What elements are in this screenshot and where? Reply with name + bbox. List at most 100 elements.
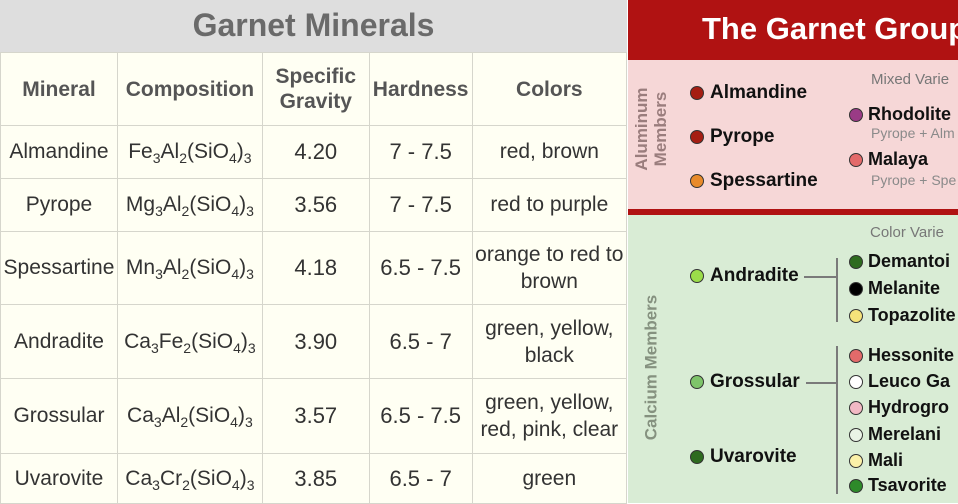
color-dot-icon bbox=[849, 152, 863, 167]
variety-subtext: Pyrope + Alm bbox=[871, 125, 955, 141]
color-dot-icon bbox=[849, 308, 863, 323]
color-dot-icon bbox=[849, 453, 863, 468]
variety-mali: Mali bbox=[849, 450, 903, 471]
table-row: Pyrope Mg3Al2(SiO4)3 3.56 7 - 7.5 red to… bbox=[0, 178, 628, 232]
formula-part: Ca bbox=[124, 329, 151, 353]
formula-part: Fe bbox=[128, 140, 153, 163]
variety-name: Hessonite bbox=[868, 345, 955, 365]
formula-subscript: 4 bbox=[231, 476, 240, 493]
formula-part: (SiO bbox=[189, 256, 232, 279]
member-name: Uvarovite bbox=[710, 446, 797, 467]
cell-composition: Mn3Al2(SiO4)3 bbox=[116, 231, 263, 305]
formula-part: Fe bbox=[158, 329, 184, 353]
cell-colors: green, yellow, red, pink, clear bbox=[471, 378, 628, 454]
table-row: Almandine Fe3Al2(SiO4)3 4.20 7 - 7.5 red… bbox=[0, 125, 628, 179]
cell-specific-gravity: 3.57 bbox=[261, 378, 370, 454]
calcium-members-label: Calcium Members bbox=[641, 294, 661, 441]
cell-mineral: Spessartine bbox=[0, 231, 118, 305]
formula-part: Al bbox=[162, 256, 182, 279]
colors-line2: brown bbox=[520, 270, 578, 293]
color-dot-icon bbox=[849, 107, 863, 122]
color-dot-icon bbox=[690, 269, 704, 283]
header-colors: Colors bbox=[471, 52, 628, 126]
formula-part: ) bbox=[237, 404, 245, 427]
cell-colors: red to purple bbox=[471, 178, 628, 232]
mixed-varieties-caption: Mixed Varie bbox=[871, 71, 950, 88]
formula-part: Al bbox=[161, 404, 181, 427]
cell-hardness: 6.5 - 7.5 bbox=[368, 378, 473, 454]
variety-malaya: Malaya bbox=[849, 149, 928, 170]
formula-part: ) bbox=[239, 466, 247, 490]
table-row: Grossular Ca3Al2(SiO4)3 3.57 6.5 - 7.5 g… bbox=[0, 378, 628, 454]
variety-name: Topazolite bbox=[868, 305, 956, 325]
cell-composition: Mg3Al2(SiO4)3 bbox=[116, 178, 263, 232]
cell-hardness: 7 - 7.5 bbox=[368, 125, 473, 179]
formula-subscript: 3 bbox=[155, 203, 163, 219]
member-andradite: Andradite bbox=[690, 265, 799, 287]
variety-name: Demantoi bbox=[868, 251, 951, 271]
formula-part: ) bbox=[240, 329, 248, 353]
variety-name: Merelani bbox=[868, 424, 942, 444]
cell-specific-gravity: 3.56 bbox=[261, 178, 370, 232]
formula-subscript: 2 bbox=[183, 339, 192, 356]
variety-name: Rhodolite bbox=[868, 104, 951, 124]
aluminum-label-line1: Aluminum bbox=[632, 87, 651, 171]
cell-mineral: Uvarovite bbox=[0, 453, 118, 504]
colors-line1: orange to red to bbox=[475, 243, 624, 266]
cell-hardness: 6.5 - 7 bbox=[368, 304, 473, 379]
formula-part: Mn bbox=[125, 256, 156, 279]
member-spessartine: Spessartine bbox=[690, 170, 818, 192]
formula-part: Ca bbox=[125, 466, 153, 490]
cell-specific-gravity: 3.90 bbox=[261, 304, 370, 379]
colors-line1: green, yellow, bbox=[485, 316, 614, 340]
color-dot-icon bbox=[690, 174, 704, 188]
formula-subscript: 4 bbox=[231, 203, 240, 219]
formula-part: ) bbox=[239, 256, 247, 279]
color-dot-icon bbox=[690, 86, 704, 100]
cell-composition: Ca3Al2(SiO4)3 bbox=[116, 378, 263, 454]
color-dot-icon bbox=[849, 374, 863, 389]
formula-subscript: 3 bbox=[152, 150, 161, 166]
color-dot-icon bbox=[690, 375, 704, 389]
variety-tsavorite: Tsavorite bbox=[849, 475, 947, 496]
formula-subscript: 4 bbox=[233, 339, 241, 356]
cell-composition: Fe3Al2(SiO4)3 bbox=[116, 125, 263, 179]
header-composition: Composition bbox=[116, 52, 263, 126]
cell-colors: red, brown bbox=[471, 125, 628, 179]
cell-specific-gravity: 3.85 bbox=[261, 453, 370, 504]
color-varieties-caption: Color Varie bbox=[870, 224, 944, 241]
formula-part: Cr bbox=[159, 466, 183, 490]
table-row: Spessartine Mn3Al2(SiO4)3 4.18 6.5 - 7.5… bbox=[0, 231, 628, 305]
garnet-group-title: The Garnet Group bbox=[628, 0, 958, 60]
variety-name: Leuco Ga bbox=[868, 371, 951, 391]
color-dot-icon bbox=[849, 400, 863, 415]
formula-subscript: 2 bbox=[182, 476, 190, 493]
formula-subscript: 2 bbox=[181, 266, 190, 282]
variety-hydrogrossular: Hydrogro bbox=[849, 397, 949, 418]
variety-hessonite: Hessonite bbox=[849, 345, 954, 366]
header-specific-gravity: Specific Gravity bbox=[261, 52, 370, 126]
header-hardness: Hardness bbox=[368, 52, 473, 126]
cell-colors: green, yellow, black bbox=[471, 304, 628, 379]
header-sg-line1: Specific bbox=[275, 65, 357, 88]
member-uvarovite: Uvarovite bbox=[690, 446, 797, 468]
section-divider bbox=[628, 209, 958, 215]
calcium-section bbox=[628, 215, 958, 503]
colors-line2: red, pink, clear bbox=[480, 418, 619, 441]
formula-subscript: 4 bbox=[231, 266, 240, 282]
color-dot-icon bbox=[849, 348, 863, 363]
cell-composition: Ca3Cr2(SiO4)3 bbox=[116, 453, 263, 504]
formula-subscript: 4 bbox=[229, 150, 237, 166]
variety-melanite: Melanite bbox=[849, 278, 940, 299]
cell-mineral: Pyrope bbox=[0, 178, 118, 232]
cell-hardness: 6.5 - 7 bbox=[368, 453, 473, 504]
cell-specific-gravity: 4.20 bbox=[261, 125, 370, 179]
cell-colors: orange to red to brown bbox=[471, 231, 628, 305]
color-dot-icon bbox=[849, 478, 863, 493]
formula-part: (SiO bbox=[191, 329, 234, 353]
variety-name: Tsavorite bbox=[868, 475, 947, 495]
table-row: Uvarovite Ca3Cr2(SiO4)3 3.85 6.5 - 7 gre… bbox=[0, 453, 628, 504]
formula-subscript: 3 bbox=[246, 266, 254, 282]
cell-hardness: 7 - 7.5 bbox=[368, 178, 473, 232]
aluminum-label-line2: Members bbox=[651, 91, 670, 167]
